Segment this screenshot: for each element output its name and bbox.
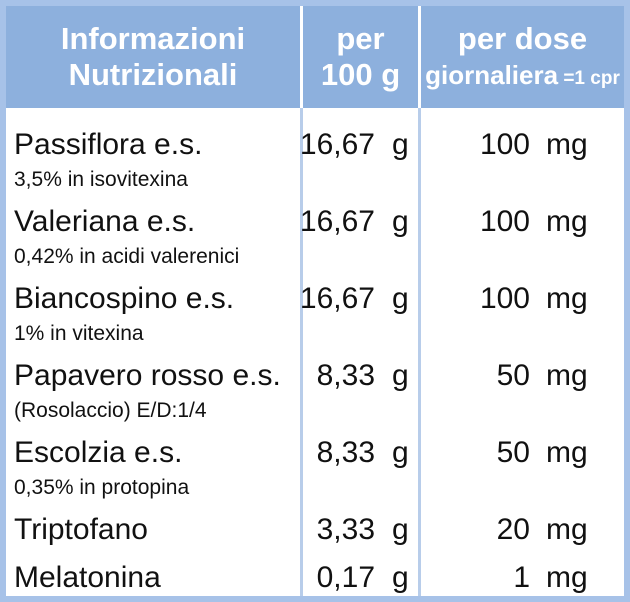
header-divider bbox=[418, 6, 421, 108]
unit-per-dose: mg bbox=[546, 513, 588, 546]
ingredient-detail: 1% in vitexina bbox=[14, 322, 144, 345]
header-text: per bbox=[336, 21, 385, 56]
amount-per-dose: 1 bbox=[513, 561, 530, 594]
unit-per-dose: mg bbox=[546, 128, 588, 161]
amount-per-100g: 3,33 bbox=[316, 513, 375, 546]
unit-per-dose: mg bbox=[546, 205, 588, 238]
header-text: Informazioni bbox=[60, 21, 246, 56]
amount-per-dose: 100 bbox=[479, 205, 530, 238]
ingredient-name: Triptofano bbox=[14, 513, 148, 546]
unit-per-100g: g bbox=[392, 436, 409, 469]
amount-per-dose: 50 bbox=[496, 359, 530, 392]
header-note: =1 cpr bbox=[558, 68, 620, 89]
amount-per-100g: 16,67 bbox=[299, 282, 375, 315]
unit-per-dose: mg bbox=[546, 436, 588, 469]
header-text: 100 g bbox=[320, 57, 401, 92]
amount-per-dose: 20 bbox=[496, 513, 530, 546]
amount-per-dose: 100 bbox=[479, 282, 530, 315]
unit-per-100g: g bbox=[392, 513, 409, 546]
column-divider bbox=[418, 108, 421, 596]
unit-per-100g: g bbox=[392, 205, 409, 238]
amount-per-100g: 8,33 bbox=[316, 436, 375, 469]
amount-per-100g: 16,67 bbox=[299, 128, 375, 161]
unit-per-100g: g bbox=[392, 282, 409, 315]
unit-per-100g: g bbox=[392, 561, 409, 594]
header-text: per dose bbox=[457, 21, 588, 56]
ingredient-name: Valeriana e.s. bbox=[14, 205, 196, 238]
unit-per-100g: g bbox=[392, 128, 409, 161]
ingredient-name: Melatonina bbox=[14, 561, 161, 594]
unit-per-dose: mg bbox=[546, 359, 588, 392]
amount-per-dose: 100 bbox=[479, 128, 530, 161]
header-text: giornaliera =1 cpr bbox=[425, 60, 620, 90]
ingredient-name: Biancospino e.s. bbox=[14, 282, 235, 315]
unit-per-dose: mg bbox=[546, 561, 588, 594]
amount-per-100g: 0,17 bbox=[316, 561, 375, 594]
unit-per-100g: g bbox=[392, 359, 409, 392]
header-divider bbox=[300, 6, 303, 108]
header-band bbox=[6, 6, 624, 108]
column-divider bbox=[300, 108, 303, 596]
ingredient-name: Papavero rosso e.s. bbox=[14, 359, 281, 392]
header-text: Nutrizionali bbox=[68, 57, 238, 92]
ingredient-detail: 0,35% in protopina bbox=[14, 476, 190, 499]
amount-per-dose: 50 bbox=[496, 436, 530, 469]
ingredient-name: Passiflora e.s. bbox=[14, 128, 203, 161]
ingredient-detail: (Rosolaccio) E/D:1/4 bbox=[14, 399, 207, 422]
ingredient-name: Escolzia e.s. bbox=[14, 436, 183, 469]
ingredient-detail: 3,5% in isovitexina bbox=[14, 168, 188, 191]
ingredient-detail: 0,42% in acidi valerenici bbox=[14, 245, 240, 268]
amount-per-100g: 16,67 bbox=[299, 205, 375, 238]
unit-per-dose: mg bbox=[546, 282, 588, 315]
amount-per-100g: 8,33 bbox=[316, 359, 375, 392]
